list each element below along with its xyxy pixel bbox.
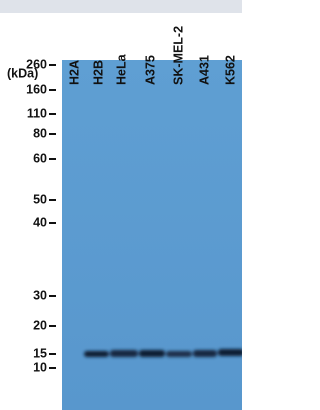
lane-label: HeLa <box>114 53 128 85</box>
lane-label: H2B <box>91 60 105 85</box>
band <box>193 350 217 357</box>
marker-label: 160 <box>26 82 47 96</box>
marker-label: 10 <box>33 360 47 374</box>
lane-label: A431 <box>197 55 211 85</box>
marker-label: 50 <box>33 192 47 206</box>
band <box>218 349 242 356</box>
lane-label: K562 <box>223 55 237 85</box>
band <box>139 350 165 357</box>
lane-label: A375 <box>143 55 157 85</box>
marker-label: 30 <box>33 288 47 302</box>
lane-label: SK-MEL-2 <box>171 26 185 85</box>
marker-label: 260 <box>26 57 47 71</box>
membrane <box>62 60 242 410</box>
band <box>110 350 138 357</box>
marker-label: 15 <box>33 346 47 360</box>
band <box>84 351 109 357</box>
marker-label: 60 <box>33 151 47 165</box>
top-strip <box>0 0 242 13</box>
marker-label: 80 <box>33 126 47 140</box>
lane-label: H2A <box>67 60 81 85</box>
marker-label: 20 <box>33 318 47 332</box>
band <box>166 351 192 357</box>
marker-label: 110 <box>27 106 47 120</box>
marker-label: 40 <box>33 215 47 229</box>
